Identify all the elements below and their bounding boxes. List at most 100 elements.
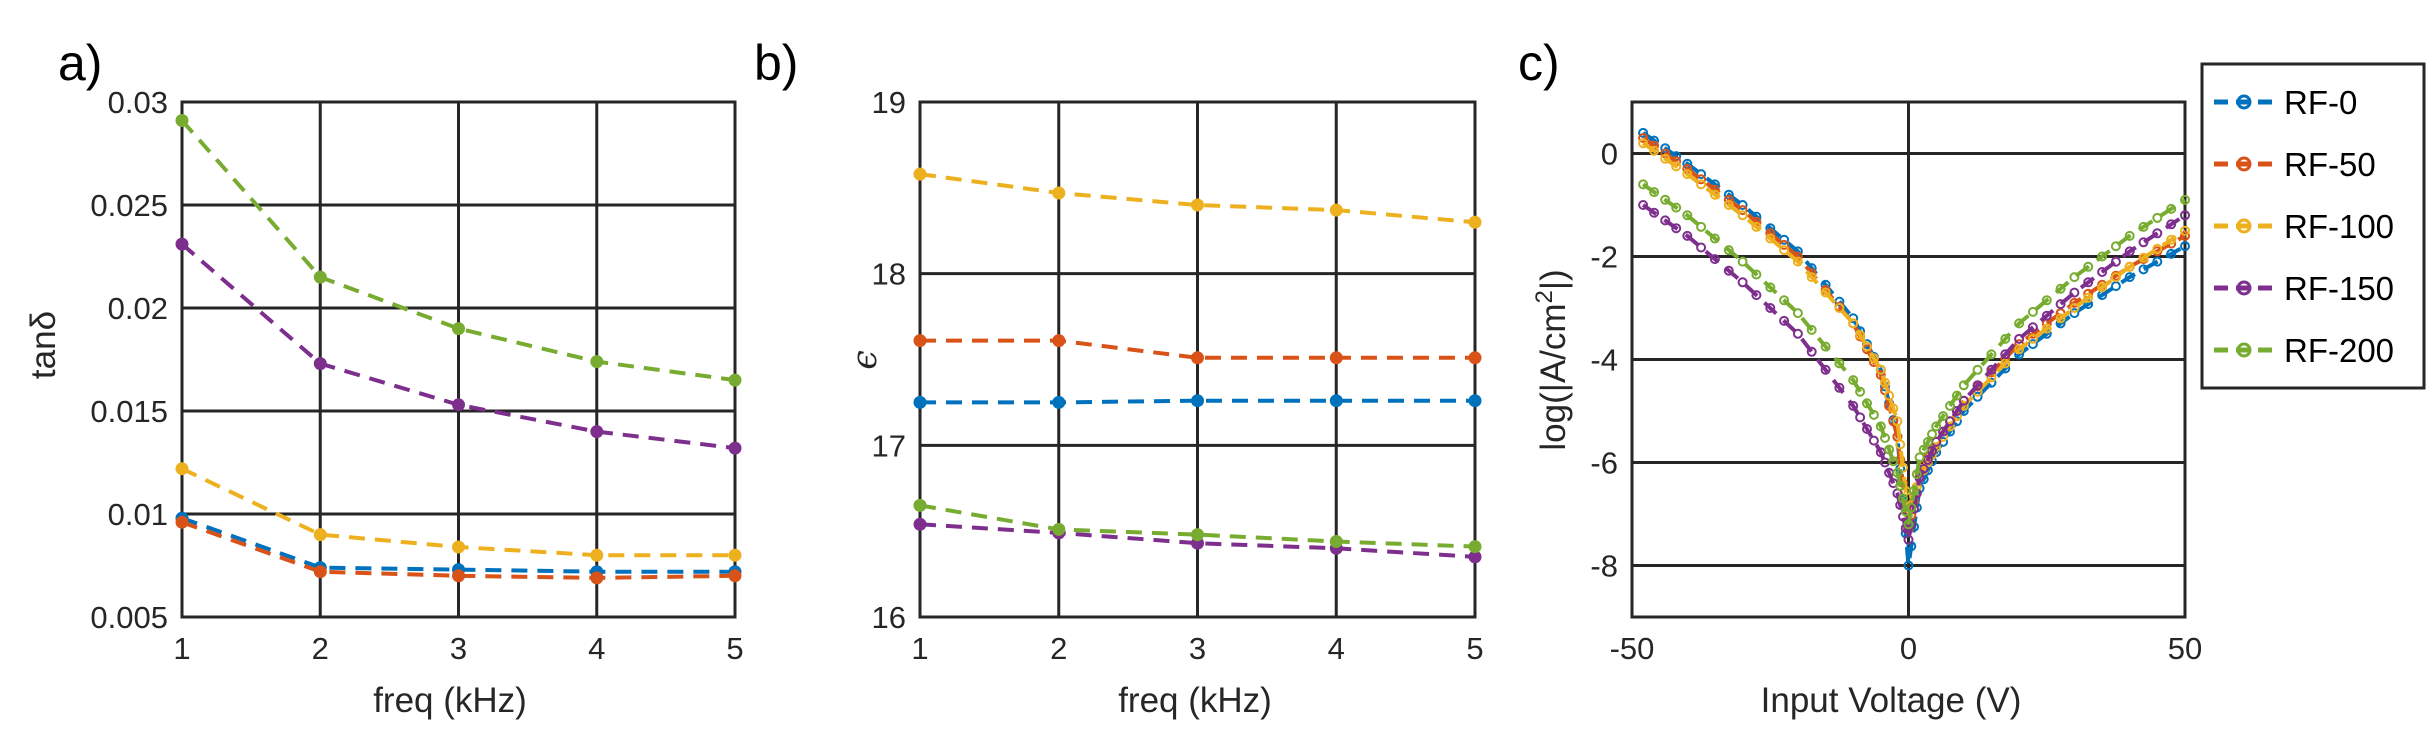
data-point-c-RF-200 <box>1972 364 1983 375</box>
x-tick-label-a-0: 1 <box>173 631 190 666</box>
data-point-c-RF-200 <box>1806 324 1817 335</box>
data-point-c-RF-100 <box>2124 261 2135 272</box>
data-point-b-RF-100-3 <box>1329 203 1343 217</box>
legend-label-RF-0: RF-0 <box>2284 84 2357 121</box>
series-line-a-RF-0 <box>181 516 735 574</box>
data-point-c-RF-200 <box>1660 194 1671 205</box>
data-point-c-RF-200 <box>1638 179 1649 190</box>
data-point-b-RF-100-1 <box>1052 186 1066 200</box>
data-point-b-RF-50-3 <box>1329 351 1343 365</box>
data-point-c-RF-150 <box>1638 200 1649 210</box>
data-point-c-RF-100 <box>1723 200 1734 210</box>
data-point-a-RF-100-3 <box>590 548 604 562</box>
data-point-c-RF-100 <box>2083 292 2094 303</box>
data-point-c-RF-100 <box>1855 330 1866 340</box>
data-point-c-RF-150 <box>1958 395 1969 406</box>
data-point-c-RF-150 <box>1660 215 1671 226</box>
data-point-c-RF-150 <box>1862 424 1872 434</box>
data-point-c-RF-100 <box>2152 243 2163 254</box>
data-point-c-RF-150 <box>2166 219 2177 230</box>
data-point-c-RF-150 <box>1855 412 1866 423</box>
data-point-c-RF-200 <box>2124 230 2135 241</box>
x-axis-label-a: freq (kHz) <box>373 681 527 720</box>
data-point-c-RF-100 <box>1834 303 1845 313</box>
y-axis-label-b: ϵ <box>845 350 885 370</box>
data-point-c-RF-150 <box>1792 328 1803 339</box>
x-tick-label-a-2: 3 <box>450 631 467 666</box>
data-point-c-RF-200 <box>1709 233 1720 244</box>
x-tick-label-a-1: 2 <box>312 631 329 666</box>
data-point-a-RF-50-4 <box>728 569 742 583</box>
data-point-b-RF-50-4 <box>1468 351 1482 365</box>
data-point-c-RF-150 <box>1671 223 1682 234</box>
data-point-c-RF-100 <box>1848 318 1859 329</box>
data-point-c-RF-200 <box>1918 444 1929 455</box>
data-point-c-RF-100 <box>1751 221 1762 232</box>
data-point-c-RF-150 <box>1737 277 1748 288</box>
legend-marker-RF-100 <box>2236 218 2252 234</box>
data-point-a-RF-150-4 <box>728 441 742 455</box>
data-point-c-RF-150 <box>1938 426 1949 437</box>
data-point-c-RF-150 <box>1682 230 1693 241</box>
legend-marker-RF-200 <box>2236 342 2252 358</box>
panel-c-label: c) <box>1518 35 1560 91</box>
panel-a-label: a) <box>58 35 102 91</box>
data-point-c-RF-100 <box>1898 462 1908 473</box>
data-point-a-RF-50-1 <box>313 565 327 579</box>
data-point-c-RF-100 <box>2000 358 2011 369</box>
data-point-b-RF-0-4 <box>1468 394 1482 408</box>
data-point-b-RF-150-0 <box>913 517 927 531</box>
plot-area-c: -50 0 50 -8 -6 -4 -2 0 <box>1590 100 2202 666</box>
data-point-a-RF-100-0 <box>175 462 189 476</box>
data-point-c-RF-100 <box>1868 353 1879 364</box>
data-point-c-RF-100 <box>2180 225 2190 236</box>
data-point-a-RF-150-2 <box>452 398 465 412</box>
series-line-c-RF-200 <box>1641 182 2187 525</box>
x-tick-label-c-2: 50 <box>2168 631 2202 666</box>
data-point-c-RF-100 <box>2097 282 2108 293</box>
data-point-c-RF-200 <box>2083 261 2094 272</box>
series-line-a-RF-200 <box>180 119 736 383</box>
plot-area-a: 1 2 3 4 5 0.005 0.01 0.015 0.02 0.025 0.03 <box>90 85 743 666</box>
data-point-b-RF-0-2 <box>1191 394 1204 408</box>
data-point-c-RF-200 <box>2138 221 2149 232</box>
x-tick-label-a-4: 5 <box>726 631 743 666</box>
data-point-c-RF-0 <box>2138 264 2149 275</box>
data-point-c-RF-150 <box>1696 242 1707 253</box>
data-point-c-RF-200 <box>1868 409 1879 420</box>
legend-label-RF-50: RF-50 <box>2284 146 2376 183</box>
y-axis-label-c: log(|A/cm2|) <box>1531 269 1574 450</box>
x-tick-label-c-1: 0 <box>1900 631 1917 666</box>
data-point-c-RF-100 <box>2027 333 2038 344</box>
data-point-c-RF-100 <box>1765 233 1776 244</box>
y-tick-label-a-0: 0.005 <box>90 600 168 635</box>
data-point-c-RF-100 <box>1892 416 1903 427</box>
data-point-c-RF-150 <box>1779 315 1790 326</box>
data-point-c-RF-200 <box>2014 318 2025 329</box>
data-point-b-RF-200-2 <box>1191 528 1204 542</box>
data-point-c-RF-200 <box>2027 306 2038 317</box>
series-line-b-RF-100 <box>919 172 1476 225</box>
data-point-c-RF-100 <box>2069 303 2080 313</box>
data-point-c-RF-150 <box>1723 265 1734 276</box>
data-point-c-RF-200 <box>2055 283 2066 294</box>
data-point-a-RF-100-4 <box>728 548 742 562</box>
data-point-c-RF-200 <box>2000 333 2011 344</box>
y-tick-label-b-0: 16 <box>872 600 906 635</box>
x-axis-label-c: Input Voltage (V) <box>1761 681 2022 720</box>
data-point-c-RF-150 <box>1765 303 1776 313</box>
axes-frame-c <box>1630 100 2187 619</box>
data-point-b-RF-100-4 <box>1468 215 1482 229</box>
series-line-b-RF-0 <box>920 398 1475 405</box>
data-point-c-RF-200 <box>1696 221 1707 232</box>
data-point-c-RF-100 <box>1895 439 1906 450</box>
data-point-c-RF-150 <box>2000 349 2011 360</box>
data-point-c-RF-200 <box>1945 400 1955 411</box>
data-point-b-RF-200-3 <box>1329 535 1343 548</box>
data-point-c-RF-100 <box>1888 403 1899 414</box>
data-point-c-RF-200 <box>1765 282 1776 293</box>
y-tick-label-c-3: -2 <box>1590 240 1618 275</box>
data-point-b-RF-200-1 <box>1052 522 1066 536</box>
plot-area-b: 1 2 3 4 5 16 17 18 19 <box>872 85 1484 666</box>
